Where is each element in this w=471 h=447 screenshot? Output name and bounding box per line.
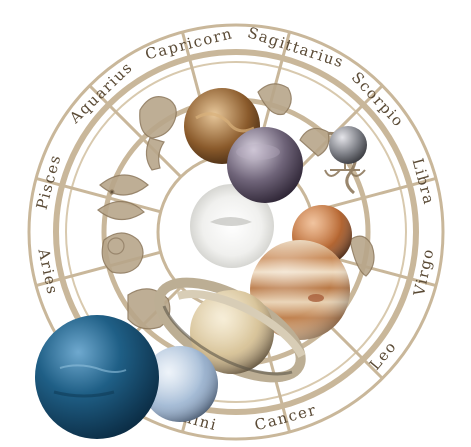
wheel-spoke <box>310 176 437 214</box>
wheel-spoke <box>88 84 182 178</box>
uranus <box>142 346 218 422</box>
moon-center <box>190 184 274 268</box>
sign-figures <box>97 83 375 330</box>
wheel-spoke <box>35 176 162 214</box>
saturn <box>154 277 306 383</box>
neptune <box>35 315 159 439</box>
mercury <box>329 126 367 164</box>
venus <box>227 127 303 203</box>
